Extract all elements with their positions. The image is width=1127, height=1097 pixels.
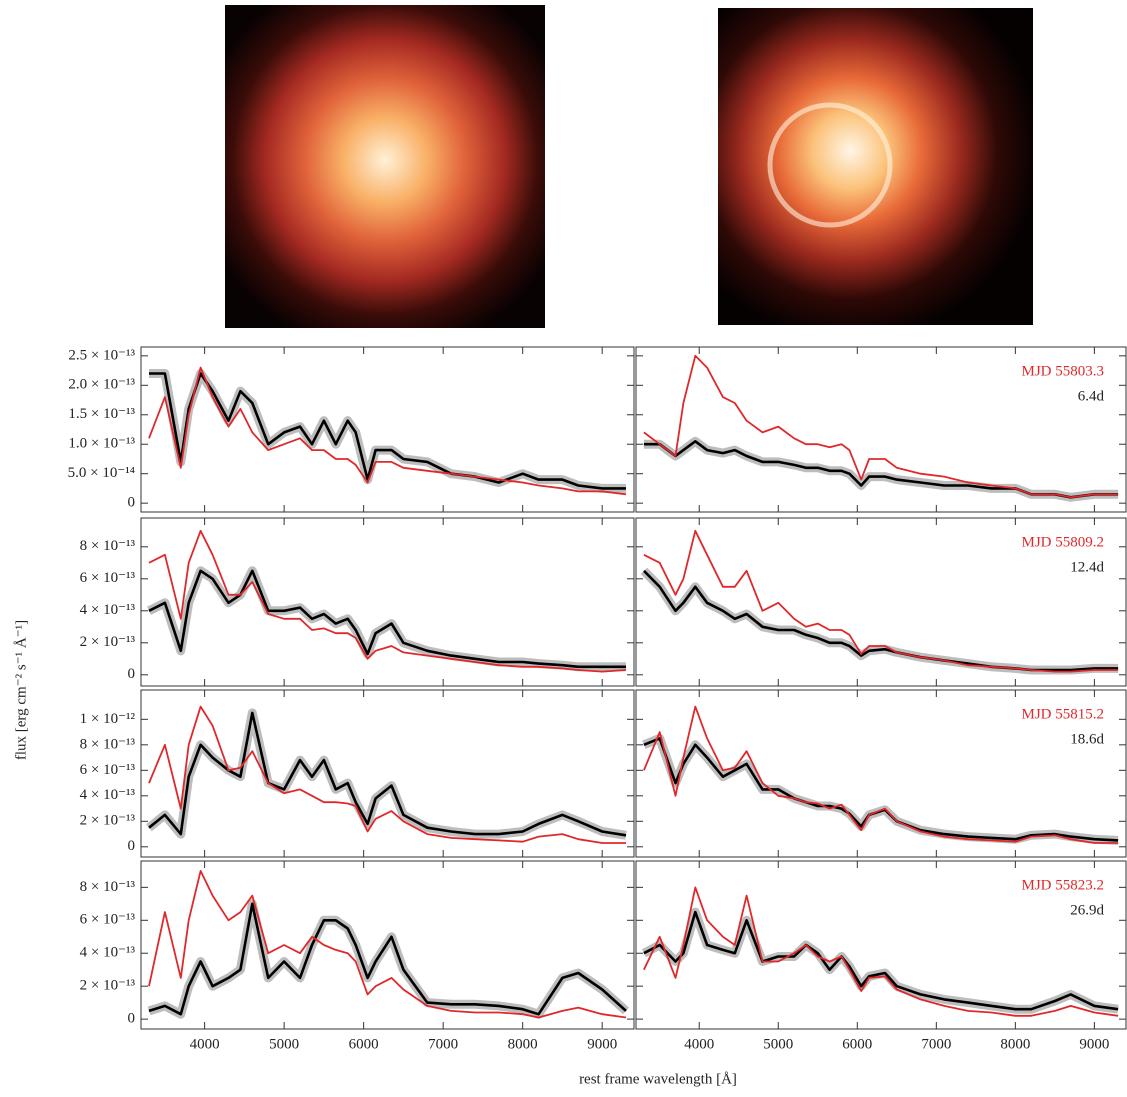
x-axis-label: rest frame wavelength [Å] xyxy=(579,1071,737,1087)
annotation-age: 12.4d xyxy=(1070,559,1104,575)
y-tick-label: 0 xyxy=(128,1011,136,1027)
annotation-mjd: MJD 55809.2 xyxy=(1021,534,1104,550)
x-tick-label: 7000 xyxy=(428,1036,458,1052)
annotation-age: 18.6d xyxy=(1070,731,1104,747)
y-tick-label: 2.5 × 10⁻¹³ xyxy=(68,347,135,363)
x-tick-label: 4000 xyxy=(190,1036,220,1052)
x-tick-label: 8000 xyxy=(1000,1036,1030,1052)
y-tick-label: 8 × 10⁻¹³ xyxy=(80,538,136,554)
panel-frame xyxy=(635,689,1127,858)
x-tick-label: 4000 xyxy=(684,1036,714,1052)
x-tick-label: 5000 xyxy=(763,1036,793,1052)
y-tick-label: 1 × 10⁻¹² xyxy=(80,711,136,727)
x-tick-label: 9000 xyxy=(1079,1036,1109,1052)
simulation-image-left xyxy=(225,5,545,328)
spread-band xyxy=(643,436,1119,502)
x-tick-label: 6000 xyxy=(842,1036,872,1052)
annotation-mjd: MJD 55803.3 xyxy=(1021,363,1104,379)
spread-band xyxy=(641,907,1119,1014)
panel-frame xyxy=(635,517,1127,687)
spread-band xyxy=(149,369,626,493)
spectrum-line xyxy=(643,737,1119,842)
panel-frame xyxy=(140,860,635,1030)
y-tick-label: 6 × 10⁻¹³ xyxy=(80,762,136,778)
spectrum-line xyxy=(148,870,627,1019)
y-tick-label: 2 × 10⁻¹³ xyxy=(80,978,136,994)
x-tick-label: 7000 xyxy=(921,1036,951,1052)
x-tick-label: 6000 xyxy=(349,1036,379,1052)
x-tick-label: 9000 xyxy=(587,1036,617,1052)
y-tick-label: 6 × 10⁻¹³ xyxy=(80,570,136,586)
y-tick-label: 1.0 × 10⁻¹³ xyxy=(68,436,135,452)
spread-band xyxy=(147,899,630,1019)
spread-band xyxy=(146,566,626,672)
y-tick-label: 1.5 × 10⁻¹³ xyxy=(68,406,135,422)
spectrum-line xyxy=(643,886,1119,1017)
x-tick-label: 8000 xyxy=(508,1036,538,1052)
spectrum-line xyxy=(148,705,626,844)
y-tick-label: 2 × 10⁻¹³ xyxy=(80,634,136,650)
spread-band xyxy=(640,567,1119,675)
panel-frame xyxy=(140,517,635,687)
panel-frame xyxy=(140,346,635,513)
y-tick-label: 4 × 10⁻¹³ xyxy=(80,787,136,803)
panel-frame xyxy=(635,860,1127,1030)
shell-highlight xyxy=(767,102,893,228)
spectrum-line xyxy=(148,366,627,496)
spectrum-line xyxy=(643,354,1119,499)
x-tick-label: 5000 xyxy=(269,1036,299,1052)
spectrum-line xyxy=(148,569,626,669)
y-tick-label: 4 × 10⁻¹³ xyxy=(80,945,136,961)
simulation-image-right xyxy=(718,8,1033,325)
y-axis-label: flux [erg cm⁻² s⁻¹ Å⁻¹] xyxy=(13,620,29,760)
spectrum-line xyxy=(642,569,1119,672)
y-tick-label: 0 xyxy=(128,838,136,854)
spectrum-line xyxy=(148,902,627,1016)
annotation-age: 6.4d xyxy=(1078,388,1105,404)
y-tick-label: 2.0 × 10⁻¹³ xyxy=(68,377,135,393)
y-tick-label: 4 × 10⁻¹³ xyxy=(80,602,136,618)
y-tick-label: 6 × 10⁻¹³ xyxy=(80,912,136,928)
y-tick-label: 0 xyxy=(128,495,136,511)
y-tick-label: 8 × 10⁻¹³ xyxy=(80,736,136,752)
spectrum-line xyxy=(149,372,626,490)
spectrum-line xyxy=(643,529,1119,673)
panel-frame xyxy=(635,346,1127,513)
annotation-mjd: MJD 55815.2 xyxy=(1021,706,1104,722)
y-tick-label: 5.0 × 10⁻¹⁴ xyxy=(68,465,135,481)
annotation-age: 26.9d xyxy=(1070,902,1104,918)
spectrum-line xyxy=(148,711,627,837)
y-tick-label: 0 xyxy=(128,666,136,682)
panel-frame xyxy=(140,689,635,858)
y-tick-label: 8 × 10⁻¹³ xyxy=(80,879,136,895)
spectrum-line xyxy=(643,705,1119,844)
spectrum-line xyxy=(643,910,1119,1011)
annotation-mjd: MJD 55823.2 xyxy=(1021,877,1104,893)
y-tick-label: 2 × 10⁻¹³ xyxy=(80,813,136,829)
spectrum-line xyxy=(148,529,627,673)
